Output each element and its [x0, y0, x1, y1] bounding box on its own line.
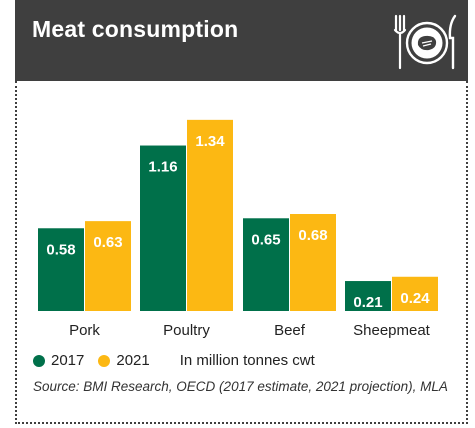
bar-poultry-2021 [187, 119, 233, 312]
category-label-beef: Beef [274, 322, 306, 339]
category-label-poultry: Poultry [163, 322, 210, 339]
bar-beef-2017 [243, 218, 289, 311]
data-label-poultry-2017: 1.16 [148, 159, 177, 176]
bar-sheepmeat-2017 [345, 281, 391, 311]
legend-item-2017: 2017 [33, 352, 84, 369]
data-label-beef-2017: 0.65 [251, 231, 280, 248]
unit-label: In million tonnes cwt [179, 352, 315, 369]
data-label-beef-2021: 0.68 [298, 227, 327, 244]
legend-item-2021: 2021 [98, 352, 150, 369]
plate-fork-knife-steak-icon [393, 14, 457, 70]
data-label-pork-2021: 0.63 [93, 234, 122, 251]
legend-label-2021: 2021 [116, 352, 150, 369]
chart-border [15, 81, 468, 424]
bar-chart: 0.58 0.63 Pork 1.16 1.34 Poultry 0.65 0.68 Beef 0… [38, 119, 438, 339]
bar-pork-2021 [85, 221, 131, 311]
data-label-poultry-2021: 1.34 [195, 133, 225, 150]
data-label-pork-2017: 0.58 [46, 241, 75, 258]
legend-label-2017: 2017 [51, 352, 85, 369]
legend-swatch-2021 [98, 354, 111, 367]
category-label-pork: Pork [69, 322, 100, 339]
source-note: Source: BMI Research, OECD (2017 estimat… [33, 379, 448, 394]
data-label-sheepmeat-2017: 0.21 [353, 294, 382, 311]
header-bar: Meat consumption [15, 0, 468, 81]
bar-poultry-2017 [140, 145, 186, 311]
category-label-sheepmeat: Sheepmeat [353, 322, 431, 339]
bar-beef-2021 [290, 214, 336, 311]
chart-title: Meat consumption [32, 16, 239, 42]
bar-pork-2017 [38, 228, 84, 311]
legend-swatch-2017 [33, 354, 45, 367]
data-label-sheepmeat-2021: 0.24 [400, 290, 430, 307]
legend: 2017 2021 In million tonnes cwt [33, 352, 315, 369]
bar-sheepmeat-2021 [392, 276, 438, 311]
